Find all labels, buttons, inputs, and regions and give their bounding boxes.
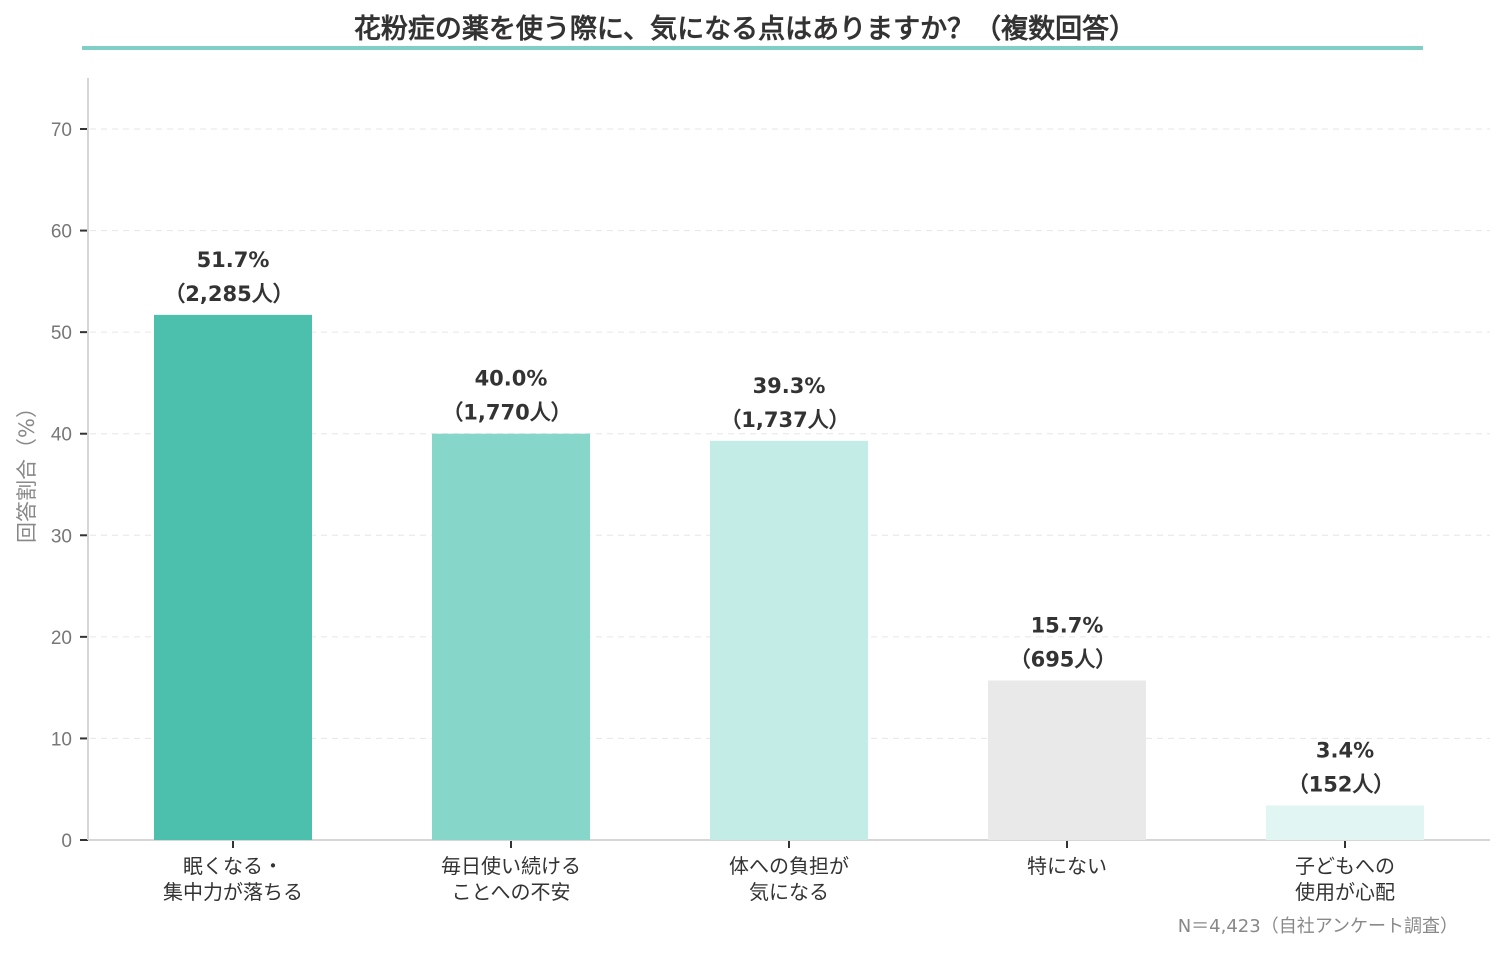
x-category-label: 眠くなる・ bbox=[183, 854, 283, 878]
data-label-count: （1,770人） bbox=[442, 401, 571, 425]
data-label-count: （152人） bbox=[1288, 772, 1395, 796]
data-label-percent: 15.7% bbox=[1031, 614, 1104, 638]
bar bbox=[988, 680, 1146, 840]
x-category-label: 毎日使い続ける bbox=[441, 854, 581, 878]
data-label-count: （2,285人） bbox=[164, 282, 293, 306]
x-category-label: 気になる bbox=[749, 880, 829, 904]
y-tick-label: 40 bbox=[51, 425, 72, 446]
x-category-label: 集中力が落ちる bbox=[163, 880, 303, 904]
x-category-label: 子どもへの bbox=[1295, 854, 1395, 878]
x-category-label: 特にない bbox=[1027, 854, 1107, 878]
bar bbox=[432, 433, 590, 840]
bar bbox=[1266, 805, 1424, 840]
data-label-percent: 39.3% bbox=[753, 374, 826, 398]
bar bbox=[710, 440, 868, 840]
chart-title: 花粉症の薬を使う際に、気になる点はありますか？（複数回答） bbox=[354, 13, 1136, 45]
y-tick-label: 0 bbox=[61, 831, 72, 852]
x-category-label: ことへの不安 bbox=[452, 880, 571, 904]
x-category-label: 使用が心配 bbox=[1295, 880, 1395, 904]
data-label-count: （695人） bbox=[1010, 648, 1117, 672]
data-label-count: （1,737人） bbox=[720, 408, 849, 432]
y-axis-label: 回答割合（%） bbox=[15, 397, 39, 543]
y-tick-label: 60 bbox=[51, 222, 72, 243]
x-category-label: 体への負担が bbox=[729, 854, 849, 878]
y-tick-label: 30 bbox=[51, 526, 72, 547]
y-tick-label: 50 bbox=[51, 323, 72, 344]
data-label-percent: 40.0% bbox=[475, 367, 548, 391]
data-label-percent: 51.7% bbox=[197, 248, 270, 272]
data-label-percent: 3.4% bbox=[1316, 738, 1374, 762]
bar bbox=[154, 314, 312, 840]
y-tick-label: 20 bbox=[51, 628, 72, 649]
sample-note: N＝4,423（自社アンケート調査） bbox=[1178, 916, 1458, 937]
y-tick-label: 10 bbox=[51, 729, 72, 750]
title-underline bbox=[82, 46, 1423, 50]
y-tick-label: 70 bbox=[51, 120, 72, 141]
